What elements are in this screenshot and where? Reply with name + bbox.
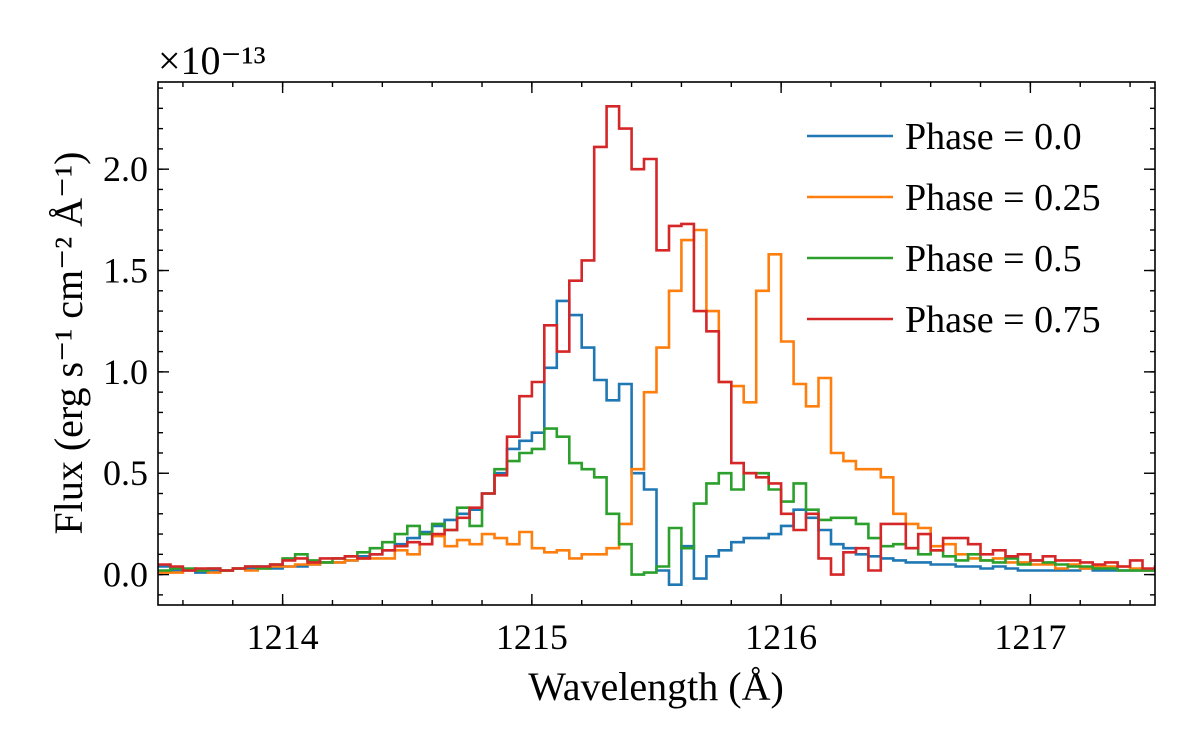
series-layer (158, 105, 1155, 586)
legend: Phase = 0.0 Phase = 0.25 Phase = 0.5 Phase … (807, 116, 1101, 341)
legend-label-3: Phase = 0.75 (905, 299, 1101, 341)
plot-frame (157, 81, 1156, 606)
series-line-1 (158, 228, 1155, 574)
y-tick-label: 2.0 (103, 149, 148, 189)
series-line-0 (158, 299, 1155, 586)
series-line-2 (158, 427, 1155, 576)
x-tick-label: 1217 (994, 617, 1066, 657)
x-axis-label: Wavelength (Å) (528, 664, 784, 709)
x-tick-label: 1215 (496, 617, 568, 657)
legend-label-1: Phase = 0.25 (905, 177, 1101, 219)
y-tick-labels: 0.0 0.5 1.0 1.5 2.0 (103, 149, 148, 594)
x-tick-labels: 1214 1215 1216 1217 (247, 617, 1067, 657)
x-tick-label: 1216 (745, 617, 817, 657)
x-tick-label: 1214 (247, 617, 319, 657)
legend-label-2: Phase = 0.5 (905, 238, 1082, 280)
y-axis-label: Flux (erg s⁻¹ cm⁻² Å⁻¹) (46, 152, 91, 535)
y-tick-label: 0.5 (103, 453, 148, 493)
legend-label-0: Phase = 0.0 (905, 116, 1082, 158)
y-tick-label: 0.0 (103, 555, 148, 595)
y-offset-label: ×10⁻¹³ (158, 38, 266, 83)
tick-marks (158, 82, 1155, 605)
y-tick-label: 1.5 (103, 251, 148, 291)
y-tick-label: 1.0 (103, 352, 148, 392)
series-line-3 (158, 105, 1155, 576)
